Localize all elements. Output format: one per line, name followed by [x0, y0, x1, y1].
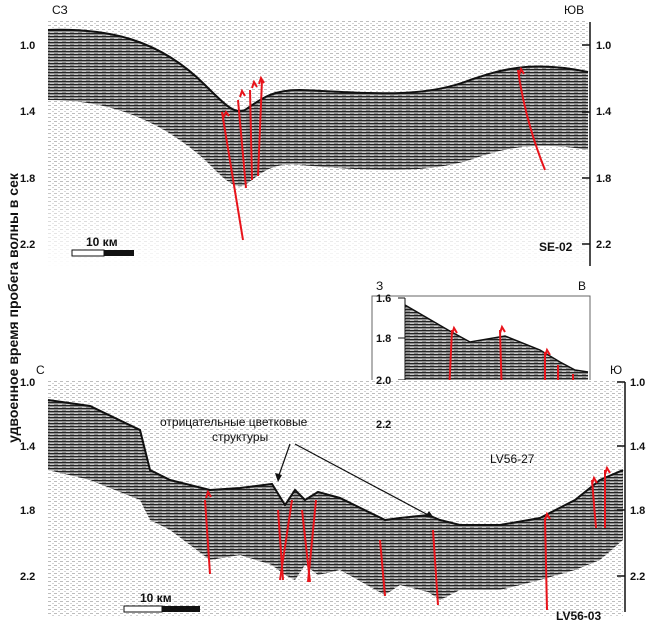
fault-line	[379, 539, 386, 597]
top-scale-black	[104, 250, 134, 256]
top-dir-left: СЗ	[52, 3, 68, 17]
bottom-strata	[48, 400, 623, 600]
annotation-arrow	[294, 443, 431, 517]
bottom-dir-right: Ю	[610, 363, 622, 377]
fault-arrow	[451, 325, 458, 335]
bottom-left-tick: 1.4	[20, 441, 36, 453]
fault-line	[249, 89, 253, 181]
top-left-tick: 2.2	[20, 239, 35, 251]
fault-arrow	[205, 489, 212, 499]
inset-tick: 2.0	[376, 375, 391, 387]
top-seafloor	[47, 28, 589, 113]
top-scale-white	[71, 249, 105, 257]
bottom-profile	[47, 380, 626, 616]
annotation-line2: структуры	[212, 430, 268, 444]
top-right-tick: 1.4	[596, 106, 612, 118]
bottom-dir-left: С	[36, 363, 45, 377]
bottom-left-tick: 2.2	[20, 571, 35, 583]
top-right-tick: 1.0	[596, 40, 611, 52]
inset-profile-name: LV56-27	[490, 452, 535, 466]
annotation-line1: отрицательные цветковые	[160, 415, 308, 429]
fault-line	[517, 69, 546, 171]
bottom-left-tick: 1.8	[20, 505, 35, 517]
bottom-right-tick: 1.0	[630, 377, 645, 389]
top-profile-name: SE-02	[539, 240, 573, 254]
fault-line	[432, 529, 439, 606]
fault-arrow	[239, 88, 246, 98]
bottom-right-tick: 1.8	[630, 505, 645, 517]
fault-arrow	[518, 66, 525, 76]
bottom-scale-label: 10 км	[140, 591, 172, 605]
bottom-seafloor	[47, 399, 624, 526]
fault-line	[257, 79, 263, 177]
bottom-faults	[204, 465, 611, 611]
arrowhead	[425, 511, 434, 518]
inset-tick: 2.2	[376, 419, 391, 431]
top-right-tick: 2.2	[596, 239, 611, 251]
bottom-profile-name: LV56-03	[556, 609, 601, 623]
top-scale-label: 10 км	[86, 235, 118, 249]
fault-line	[204, 499, 211, 575]
bottom-right-tick: 2.2	[630, 571, 645, 583]
top-left-tick: 1.8	[20, 173, 35, 185]
fault-line	[591, 479, 597, 529]
inset-tick: 1.8	[376, 333, 391, 345]
fault-arrow	[499, 324, 506, 334]
fault-arrow	[258, 75, 265, 85]
top-axis	[582, 22, 591, 266]
bottom-axis	[617, 381, 626, 612]
arrowhead	[275, 473, 282, 482]
fault-arrow	[544, 511, 551, 521]
fault-arrow	[251, 79, 258, 89]
top-faults	[221, 66, 546, 241]
fault-line	[279, 499, 293, 581]
bottom-scale-white	[123, 605, 163, 613]
fault-arrow	[544, 347, 551, 357]
inset-tick: 1.6	[376, 293, 391, 305]
fault-line	[237, 99, 247, 189]
fault-arrow	[222, 110, 230, 119]
fault-line	[307, 499, 317, 583]
annotation-arrow	[277, 443, 291, 479]
bottom-scale-black	[162, 606, 200, 612]
inset-dir-right: В	[578, 279, 586, 293]
bottom-right-tick: 1.4	[630, 441, 646, 453]
top-strata	[48, 29, 588, 187]
top-left-tick: 1.4	[20, 106, 36, 118]
fault-arrow	[604, 465, 611, 475]
annotation-arrows	[277, 443, 431, 517]
top-fade	[48, 180, 588, 268]
top-left-tick: 1.0	[20, 40, 35, 52]
fault-arrow	[591, 475, 598, 485]
top-profile	[47, 20, 591, 268]
bottom-left-tick: 1.0	[20, 377, 35, 389]
inset-dir-left: З	[376, 279, 383, 293]
top-dir-right: ЮВ	[564, 3, 584, 17]
fault-line	[221, 111, 244, 241]
top-right-tick: 1.8	[596, 173, 611, 185]
fault-line	[544, 517, 548, 611]
